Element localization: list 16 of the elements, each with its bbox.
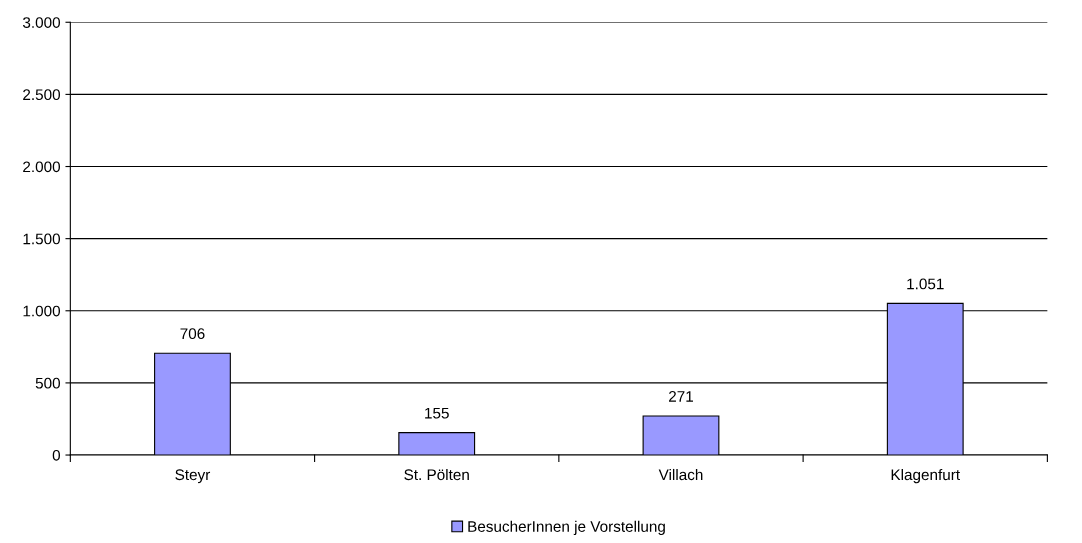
data-label: 155	[425, 407, 449, 419]
y-tick-label: 1.000	[23, 305, 61, 317]
y-tick-label: 500	[35, 377, 61, 389]
y-tick-label: 2.500	[23, 89, 61, 101]
legend-label: BesucherInnen je Vorstellung	[468, 520, 665, 535]
data-label: 271	[669, 390, 693, 402]
y-tick-label: 3.000	[22, 17, 61, 28]
data-label: 1.051	[907, 278, 944, 290]
x-tick-label: Villach	[658, 468, 703, 481]
x-tick-label: St. Pölten	[404, 468, 469, 481]
y-tick-label: 0	[52, 449, 61, 461]
x-tick-label: Steyr	[175, 469, 211, 484]
y-tick-label: 1.500	[23, 233, 61, 245]
x-tick-label: Klagenfurt	[891, 468, 960, 484]
y-tick-label: 2.000	[23, 161, 61, 173]
data-label: 706	[180, 328, 205, 340]
